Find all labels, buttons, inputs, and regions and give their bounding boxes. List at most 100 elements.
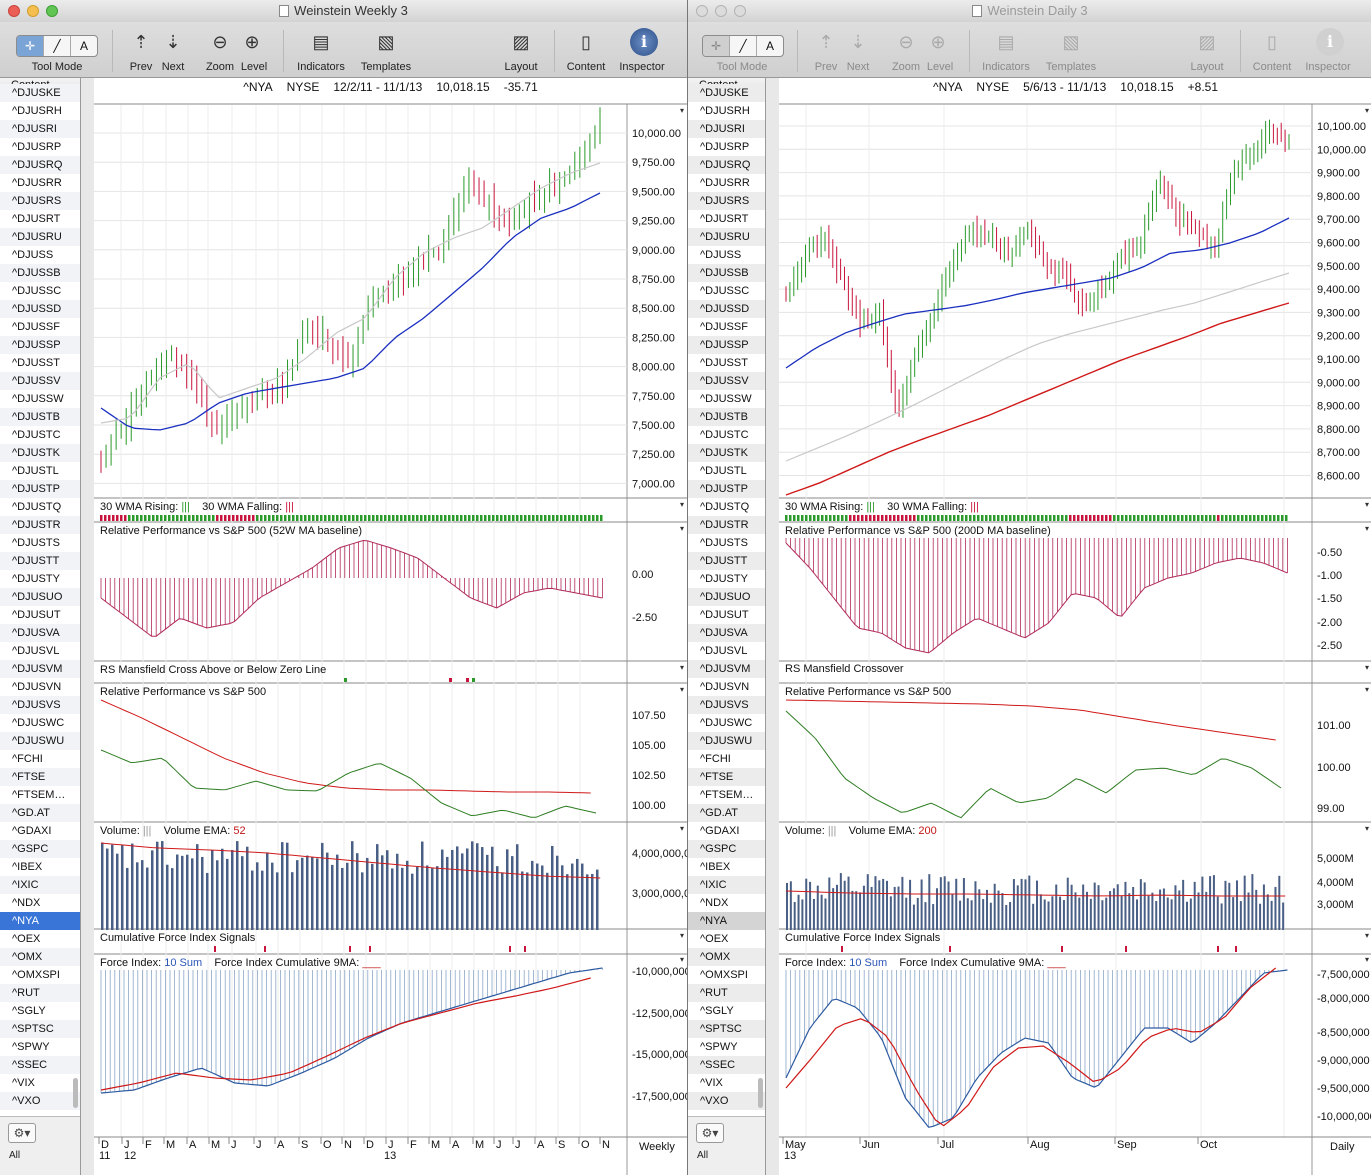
symbol-list-item[interactable]: ^DJUSRT [12, 213, 61, 225]
symbol-list-item[interactable]: ^DJUSVM [0, 660, 80, 678]
symbol-list-item[interactable]: ^SPWY [12, 1041, 50, 1053]
symbol-list-item[interactable]: ^RUT [0, 984, 80, 1002]
symbol-list-item[interactable]: ^DJUSVS [688, 696, 765, 714]
zoom-in-icon[interactable]: ⊕ [244, 32, 260, 52]
symbol-list-item[interactable]: ^GD.AT [688, 804, 765, 822]
prev-button[interactable]: Prev [814, 61, 838, 73]
next-button[interactable]: Next [846, 61, 870, 73]
symbol-list-item[interactable]: ^DJUSTK [0, 444, 80, 462]
symbol-list-item[interactable]: ^DJUSTK [688, 444, 765, 462]
all-filter-label[interactable]: All [9, 1150, 21, 1161]
close-window-button[interactable] [8, 5, 20, 17]
symbol-list-item[interactable]: ^DJUSTC [12, 429, 61, 441]
symbol-list-item[interactable]: ^DJUSRU [0, 228, 80, 246]
symbol-list-item[interactable]: ^DJUSVA [0, 624, 80, 642]
symbol-list-item[interactable]: ^DJUSSP [688, 336, 765, 354]
symbol-list-item[interactable]: ^DJUSTY [12, 573, 60, 585]
symbol-list-item[interactable]: ^SSEC [688, 1056, 765, 1074]
symbol-list-item[interactable]: ^DJUSUO [688, 588, 765, 606]
templates-icon[interactable]: ▧ [377, 32, 395, 52]
indicators-icon[interactable]: ▤ [997, 32, 1015, 52]
content-button[interactable]: Content [566, 61, 606, 73]
symbol-list-item[interactable]: ^DJUSTL [12, 465, 59, 477]
symbol-list-item[interactable]: ^DJUSUT [700, 609, 749, 621]
symbol-list-item[interactable]: ^DJUSSV [688, 372, 765, 390]
symbol-list-item[interactable]: ^DJUSRU [688, 228, 765, 246]
symbol-list-item[interactable]: ^OMXSPI [12, 969, 60, 981]
symbol-list-item[interactable]: ^NDX [700, 897, 729, 909]
symbol-list[interactable]: ^DJUSKE ^DJUSRH ^DJUSRI ^DJUSRP ^DJUSRQ ^DJUS… [0, 84, 80, 1110]
symbol-list-item[interactable]: ^NYA [0, 912, 80, 930]
symbol-list-item[interactable]: ^IXIC [0, 876, 80, 894]
symbol-list-item[interactable]: ^FTSEM… [12, 789, 66, 801]
symbol-list-item[interactable]: ^DJUSSV [0, 372, 80, 390]
text-tool-icon[interactable]: A [765, 39, 774, 53]
chart-area[interactable]: ^NYA NYSE 12/2/11 - 11/1/13 10,018.15 -35.71… [94, 78, 687, 1175]
text-tool-icon[interactable]: A [79, 39, 88, 53]
content-icon[interactable]: ▯ [1267, 32, 1277, 52]
symbol-list-item[interactable]: ^DJUSSD [688, 300, 765, 318]
symbol-list-item[interactable]: ^DJUSSC [700, 285, 750, 297]
content-icon[interactable]: ▯ [581, 32, 591, 52]
symbol-list-item[interactable]: ^DJUSRQ [0, 156, 80, 174]
templates-button[interactable]: Templates [1045, 61, 1097, 73]
symbol-list-item[interactable]: ^DJUSVS [0, 696, 80, 714]
next-button[interactable]: Next [161, 61, 185, 73]
symbol-list-item[interactable]: ^NDX [12, 897, 41, 909]
symbol-list-item[interactable]: ^SSEC [0, 1056, 80, 1074]
chart-area[interactable]: ^NYA NYSE 5/6/13 - 11/1/13 10,018.15 +8.51 ▾… [779, 78, 1371, 1175]
indicators-icon[interactable]: ▤ [312, 32, 330, 52]
layout-icon[interactable]: ▨ [512, 32, 530, 52]
prev-arrow-icon[interactable]: ⇡ [818, 32, 834, 52]
symbol-list-item[interactable]: ^GD.AT [0, 804, 80, 822]
symbol-list-item[interactable]: ^DJUSTT [0, 552, 80, 570]
tool-mode-control[interactable]: ✛ ╱ A [702, 35, 784, 57]
symbol-list-item[interactable]: ^DJUSTQ [700, 501, 750, 513]
symbol-list-item[interactable]: ^OMXSPI [700, 969, 748, 981]
tool-mode-control[interactable]: ✛ ╱ A [16, 35, 98, 57]
symbol-list-item[interactable]: ^IXIC [688, 876, 765, 894]
symbol-list-item[interactable]: ^FCHI [12, 753, 43, 765]
inspector-icon[interactable]: i [1316, 28, 1344, 56]
symbol-list-item[interactable]: ^FCHI [700, 753, 731, 765]
symbol-list-item[interactable]: ^DJUSRP [700, 141, 750, 153]
inspector-icon[interactable]: i [630, 28, 658, 56]
gear-icon[interactable]: ⚙▾ [696, 1123, 724, 1143]
symbol-list-item[interactable]: ^DJUSRT [700, 213, 749, 225]
symbol-list[interactable]: ^DJUSKE ^DJUSRH ^DJUSRI ^DJUSRP ^DJUSRQ ^DJUS… [688, 84, 765, 1110]
symbol-list-item[interactable]: ^DJUSTT [688, 552, 765, 570]
period-selector[interactable]: Weekly [639, 1141, 675, 1153]
symbol-list-item[interactable]: ^DJUSRP [12, 141, 62, 153]
symbol-list-item[interactable]: ^DJUSRI [0, 120, 80, 138]
symbol-list-item[interactable]: ^RUT [688, 984, 765, 1002]
symbol-list-item[interactable]: ^OEX [700, 933, 729, 945]
symbol-list-item[interactable]: ^GSPC [0, 840, 80, 858]
symbol-list-item[interactable]: ^DJUSTS [700, 537, 748, 549]
symbol-list-item[interactable]: ^VXO [0, 1092, 80, 1110]
symbol-list-item[interactable]: ^DJUSS [12, 249, 54, 261]
symbol-list-item[interactable]: ^DJUSVM [688, 660, 765, 678]
symbol-list-item[interactable]: ^SPTSC [0, 1020, 80, 1038]
next-arrow-icon[interactable]: ⇣ [850, 32, 866, 52]
symbol-list-item[interactable]: ^IBEX [700, 861, 731, 873]
title-bar[interactable]: Weinstein Daily 3 [688, 0, 1371, 23]
symbol-list-item[interactable]: ^SGLY [12, 1005, 46, 1017]
symbol-list-item[interactable]: ^OEX [12, 933, 41, 945]
symbol-list-item[interactable]: ^DJUSTY [700, 573, 748, 585]
symbol-list-item[interactable]: ^DJUSSW [12, 393, 64, 405]
symbol-list-item[interactable]: ^DJUSSF [700, 321, 748, 333]
zoom-out-icon[interactable]: ⊖ [212, 32, 228, 52]
symbol-list-item[interactable]: ^DJUSSF [12, 321, 60, 333]
symbol-list-item[interactable]: ^DJUSTR [0, 516, 80, 534]
symbol-list-item[interactable]: ^DJUSTP [688, 480, 765, 498]
templates-button[interactable]: Templates [360, 61, 412, 73]
symbol-list-item[interactable]: ^OMX [0, 948, 80, 966]
symbol-list-item[interactable]: ^DJUSSW [700, 393, 752, 405]
layout-button[interactable]: Layout [1190, 61, 1224, 73]
symbol-list-item[interactable]: ^DJUSWC [12, 717, 65, 729]
symbol-list-item[interactable]: ^DJUSTC [700, 429, 749, 441]
symbol-list-item[interactable]: ^DJUSTR [688, 516, 765, 534]
symbol-list-item[interactable]: ^DJUSVL [12, 645, 60, 657]
content-button[interactable]: Content [1252, 61, 1292, 73]
symbol-list-item[interactable]: ^GSPC [688, 840, 765, 858]
